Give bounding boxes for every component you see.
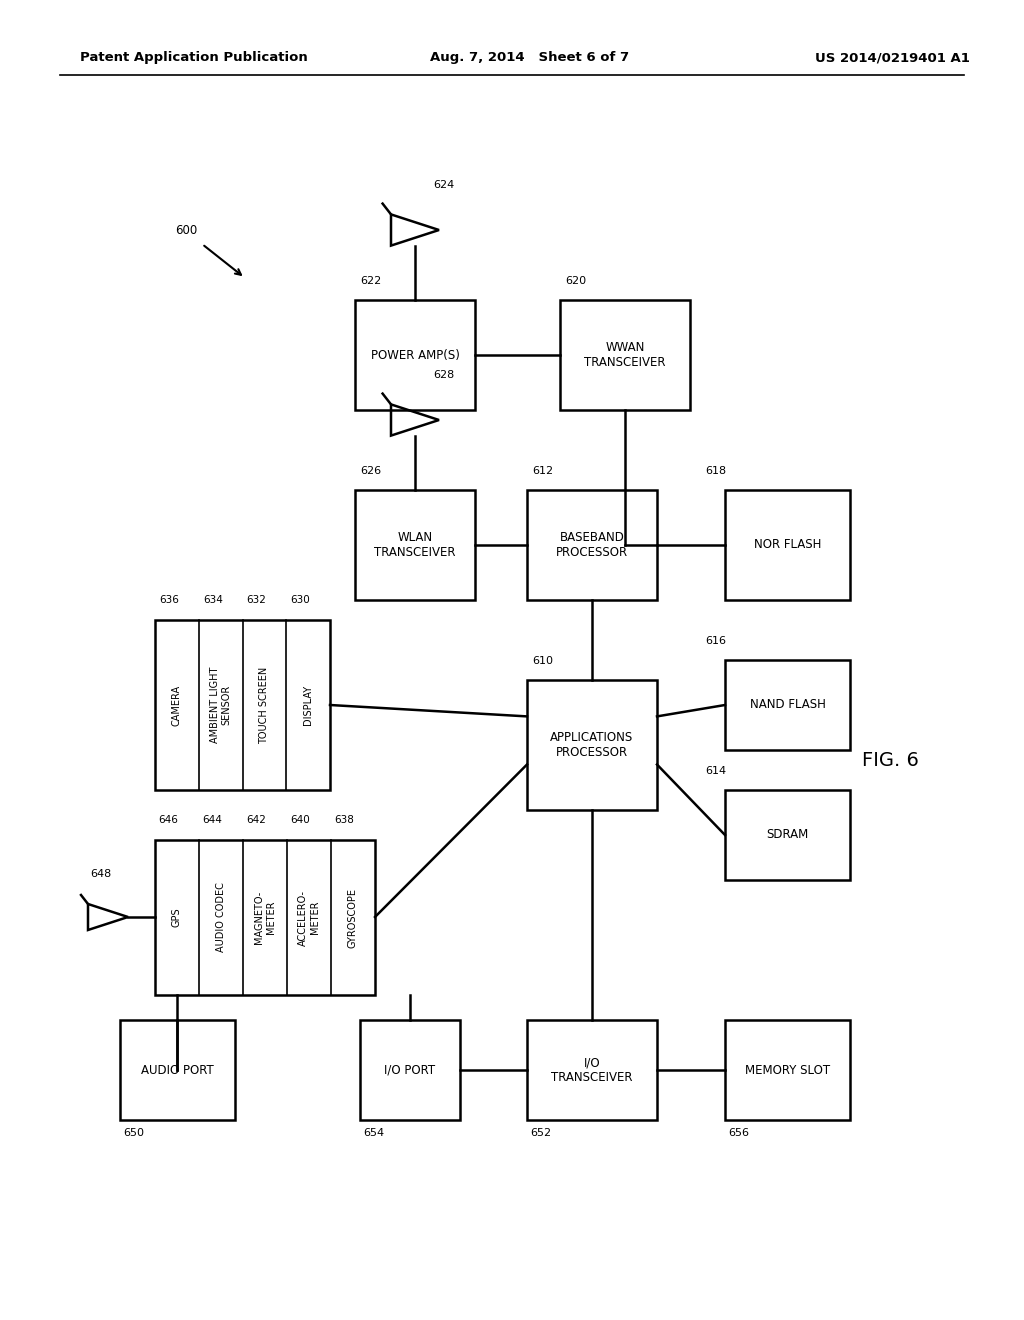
Text: 620: 620 — [565, 276, 586, 286]
Text: 636: 636 — [159, 595, 179, 605]
Bar — [725, 660, 850, 750]
Text: Aug. 7, 2014   Sheet 6 of 7: Aug. 7, 2014 Sheet 6 of 7 — [430, 51, 629, 65]
Text: CAMERA: CAMERA — [172, 685, 182, 726]
Text: 646: 646 — [158, 814, 178, 825]
Bar — [725, 490, 850, 601]
Bar — [155, 840, 375, 995]
Text: Patent Application Publication: Patent Application Publication — [80, 51, 308, 65]
Text: 614: 614 — [705, 766, 726, 776]
Text: 600: 600 — [175, 223, 198, 236]
Text: 626: 626 — [360, 466, 381, 477]
Text: SDRAM: SDRAM — [766, 829, 809, 842]
Text: GYROSCOPE: GYROSCOPE — [348, 887, 358, 948]
Text: 618: 618 — [705, 466, 726, 477]
Text: 624: 624 — [433, 180, 455, 190]
Text: GPS: GPS — [172, 908, 182, 928]
Bar — [155, 620, 330, 789]
Bar — [120, 1020, 234, 1119]
Text: 652: 652 — [530, 1129, 551, 1138]
Text: 612: 612 — [532, 466, 553, 477]
Text: APPLICATIONS
PROCESSOR: APPLICATIONS PROCESSOR — [550, 731, 634, 759]
Text: 616: 616 — [705, 636, 726, 645]
Bar — [560, 300, 690, 411]
Bar — [355, 300, 475, 411]
Text: 622: 622 — [360, 276, 381, 286]
Text: 656: 656 — [728, 1129, 749, 1138]
Text: AUDIO CODEC: AUDIO CODEC — [216, 883, 226, 953]
Text: 644: 644 — [202, 814, 222, 825]
Text: AMBIENT LIGHT
SENSOR: AMBIENT LIGHT SENSOR — [210, 667, 231, 743]
Text: 640: 640 — [290, 814, 309, 825]
Bar — [725, 1020, 850, 1119]
Text: BASEBAND
PROCESSOR: BASEBAND PROCESSOR — [556, 531, 628, 558]
Text: MAGNETO-
METER: MAGNETO- METER — [254, 891, 275, 944]
Text: US 2014/0219401 A1: US 2014/0219401 A1 — [815, 51, 970, 65]
Bar — [725, 789, 850, 880]
Text: 638: 638 — [334, 814, 354, 825]
Text: WWAN
TRANSCEIVER: WWAN TRANSCEIVER — [585, 341, 666, 370]
Text: I/O PORT: I/O PORT — [384, 1064, 435, 1077]
Text: NOR FLASH: NOR FLASH — [754, 539, 821, 552]
Text: AUDIO PORT: AUDIO PORT — [141, 1064, 214, 1077]
Text: DISPLAY: DISPLAY — [303, 685, 313, 725]
Text: 632: 632 — [247, 595, 266, 605]
Text: 630: 630 — [290, 595, 310, 605]
Text: 650: 650 — [123, 1129, 144, 1138]
Text: 648: 648 — [90, 869, 112, 879]
Text: I/O
TRANSCEIVER: I/O TRANSCEIVER — [551, 1056, 633, 1084]
Text: POWER AMP(S): POWER AMP(S) — [371, 348, 460, 362]
Bar — [527, 1020, 657, 1119]
Text: WLAN
TRANSCEIVER: WLAN TRANSCEIVER — [374, 531, 456, 558]
Text: NAND FLASH: NAND FLASH — [750, 698, 825, 711]
Bar — [527, 490, 657, 601]
Text: 634: 634 — [203, 595, 222, 605]
Text: ACCELERO-
METER: ACCELERO- METER — [298, 890, 319, 945]
Text: TOUCH SCREEN: TOUCH SCREEN — [259, 667, 269, 743]
Text: 654: 654 — [362, 1129, 384, 1138]
Text: 628: 628 — [433, 370, 455, 380]
Text: 610: 610 — [532, 656, 553, 667]
Text: MEMORY SLOT: MEMORY SLOT — [744, 1064, 830, 1077]
Bar — [355, 490, 475, 601]
Text: 642: 642 — [246, 814, 266, 825]
Bar — [360, 1020, 460, 1119]
Text: FIG. 6: FIG. 6 — [861, 751, 919, 770]
Bar — [527, 680, 657, 810]
